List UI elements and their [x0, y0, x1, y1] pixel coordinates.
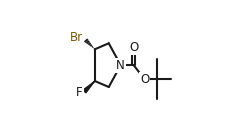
Text: O: O — [139, 72, 148, 86]
Text: Br: Br — [70, 31, 82, 44]
Text: F: F — [76, 86, 82, 99]
Text: O: O — [128, 41, 138, 54]
Polygon shape — [83, 81, 95, 93]
Text: N: N — [116, 59, 124, 72]
